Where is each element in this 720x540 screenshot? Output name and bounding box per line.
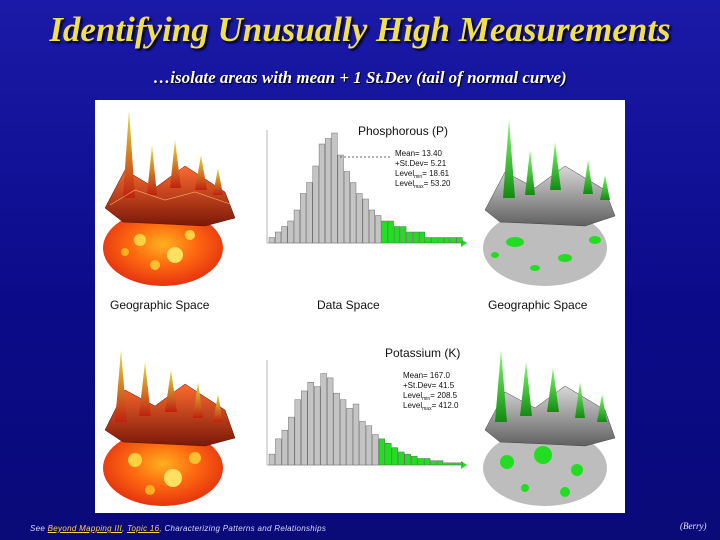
histogram-bar — [425, 237, 432, 244]
chart-title-k: Potassium (K) — [385, 346, 460, 360]
geo-map-p-right — [483, 120, 616, 286]
histogram-bar — [456, 237, 463, 244]
histogram-bar — [300, 193, 307, 244]
figure-panel: Phosphorous (P) Mean= 13.40 +St.Dev= 5.2… — [95, 100, 625, 513]
chart-title-p: Phosphorous (P) — [358, 124, 448, 138]
histogram-bar — [288, 416, 295, 466]
histogram-bar — [398, 451, 405, 466]
footer-prefix: See — [30, 524, 48, 533]
stat-levelmin-p: Levelmin= 18.61 — [395, 169, 450, 180]
histogram-bar — [326, 377, 334, 466]
histogram-phosphorous — [266, 130, 467, 247]
geo-map-k-left — [103, 350, 236, 506]
histogram-bar — [391, 447, 398, 466]
stat-stdev-p: +St.Dev= 5.21 — [395, 159, 447, 168]
slide-title: Identifying Unusually High Measurements — [49, 10, 671, 49]
histogram-bar — [294, 399, 301, 466]
histogram-bar — [456, 462, 463, 466]
histogram-bar — [406, 231, 413, 244]
histogram-potassium — [266, 360, 467, 469]
footer-reference: See Beyond Mapping III, Topic 16, Charac… — [30, 524, 326, 533]
histogram-bar — [293, 209, 300, 244]
histogram-bar — [368, 209, 375, 244]
stat-mean-k: Mean= 167.0 — [403, 371, 450, 380]
label-geographic-space-left: Geographic Space — [110, 298, 210, 312]
histogram-bar — [275, 438, 282, 466]
histogram-bar — [331, 132, 338, 244]
histogram-bar — [437, 237, 444, 244]
histogram-bar — [417, 458, 424, 466]
histogram-bar — [314, 386, 321, 466]
author-credit: (Berry) — [680, 521, 707, 531]
histogram-bar — [307, 382, 314, 466]
histogram-bar — [443, 462, 450, 466]
histogram-bar — [418, 231, 426, 244]
histogram-bar — [337, 154, 344, 244]
histogram-bar — [346, 408, 353, 466]
histogram-bar — [365, 425, 373, 466]
histogram-bar — [343, 171, 350, 244]
histogram-bar — [268, 237, 275, 244]
link-topic-16[interactable]: Topic 16 — [127, 524, 160, 533]
histogram-bar — [339, 399, 347, 466]
histogram-bar — [350, 182, 357, 244]
stat-mean-p: Mean= 13.40 — [395, 149, 442, 158]
stat-levelmax-k: Levelmax= 412.0 — [403, 401, 459, 412]
histogram-bar — [287, 220, 294, 244]
histogram-bar — [378, 438, 385, 466]
histogram-bar — [320, 373, 327, 466]
label-data-space: Data Space — [317, 298, 380, 312]
footer-separator: , — [122, 524, 128, 533]
histogram-bar — [404, 453, 411, 466]
histogram-bar — [387, 220, 394, 244]
histogram-bar — [362, 198, 369, 244]
histogram-bar — [412, 231, 419, 244]
histogram-bar — [444, 237, 451, 244]
link-beyond-mapping[interactable]: Beyond Mapping III — [47, 524, 123, 533]
histogram-bar — [372, 434, 379, 466]
histogram-bar — [318, 143, 325, 244]
histogram-bar — [449, 462, 457, 466]
stat-stdev-k: +St.Dev= 41.5 — [403, 381, 455, 390]
geo-map-p-left — [103, 110, 236, 286]
histogram-bar — [352, 403, 360, 466]
label-geographic-space-right: Geographic Space — [488, 298, 588, 312]
stat-levelmin-k: Levelmin= 208.5 — [403, 391, 458, 402]
histogram-bar — [375, 215, 382, 244]
histogram-bar — [385, 443, 392, 466]
histogram-bar — [381, 220, 388, 244]
histogram-bar — [359, 421, 366, 466]
histogram-bar — [301, 390, 308, 466]
geo-map-k-right — [483, 350, 616, 506]
histogram-bar — [281, 429, 288, 466]
histogram-bar — [306, 182, 313, 244]
histogram-bar — [400, 226, 407, 244]
histogram-bar — [356, 193, 363, 244]
slide-subtitle: …isolate areas with mean + 1 St.Dev (tai… — [153, 68, 567, 87]
histogram-bar — [393, 226, 401, 244]
histogram-bar — [333, 392, 340, 466]
histogram-bar — [411, 456, 418, 466]
histogram-bar — [431, 237, 438, 244]
footer-suffix: , Characterizing Patterns and Relationsh… — [159, 524, 327, 533]
histogram-bar — [275, 231, 282, 244]
histogram-bar — [281, 226, 288, 244]
histogram-bar — [325, 138, 332, 244]
histogram-bar — [268, 453, 276, 466]
histogram-bar — [424, 458, 431, 466]
stat-levelmax-p: Levelmax= 53.20 — [395, 179, 451, 190]
histogram-bar — [450, 237, 457, 244]
histogram-bar — [312, 165, 319, 244]
histogram-bar — [436, 460, 444, 466]
figure-canvas: Phosphorous (P) Mean= 13.40 +St.Dev= 5.2… — [103, 110, 616, 506]
histogram-bar — [430, 460, 437, 466]
